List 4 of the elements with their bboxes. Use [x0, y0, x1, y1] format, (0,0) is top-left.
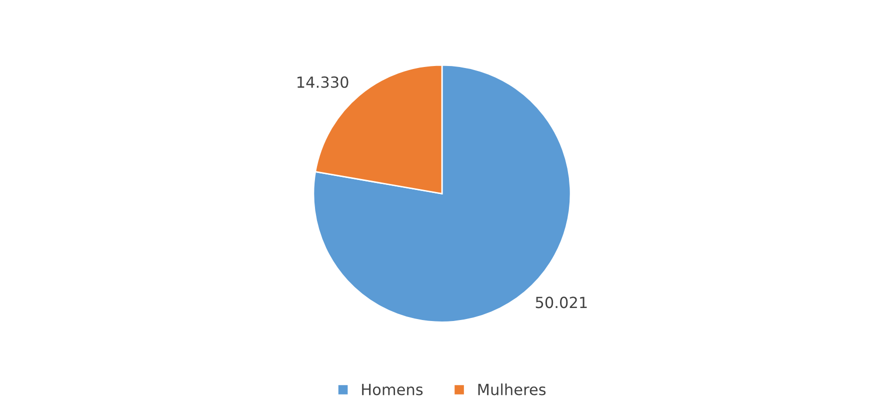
- data-label: 50.021: [536, 296, 587, 308]
- legend-label: Mulheres: [478, 383, 546, 396]
- legend-label: Homens: [362, 384, 423, 396]
- data-label: 14.330: [298, 76, 348, 88]
